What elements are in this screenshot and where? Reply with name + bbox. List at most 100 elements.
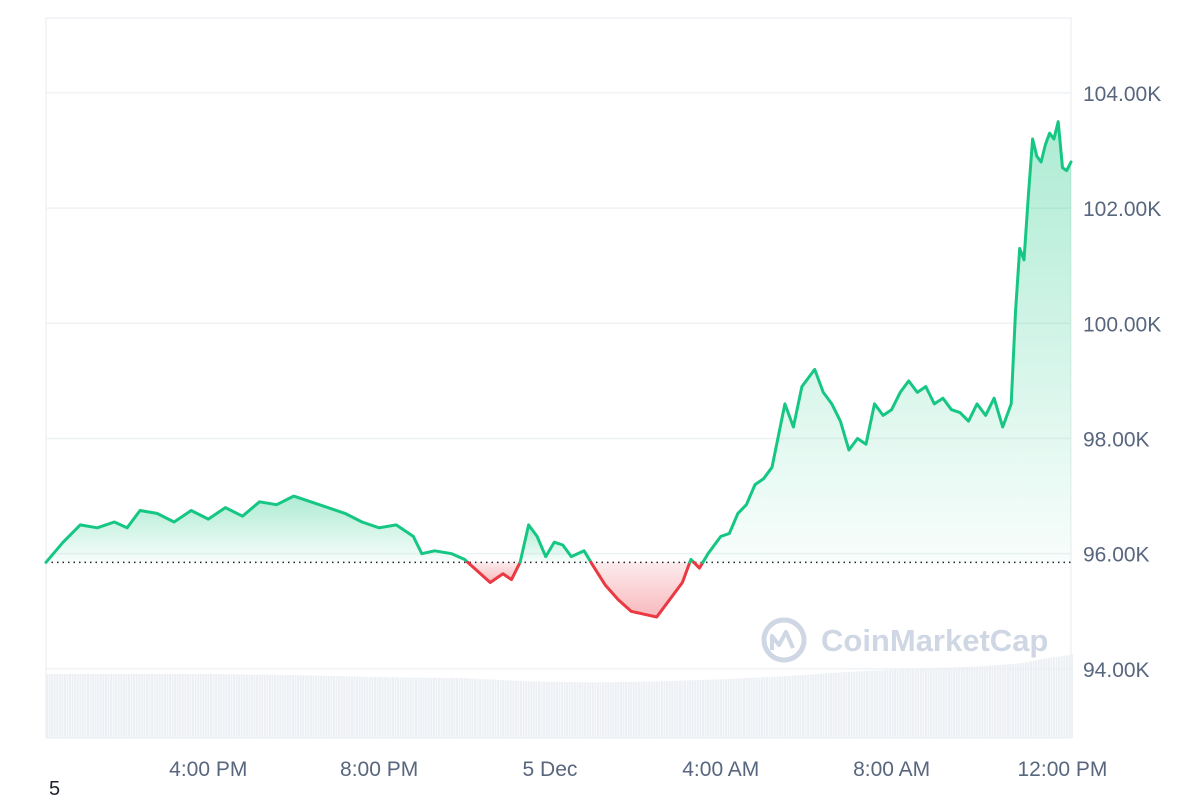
volume-bar — [1037, 659, 1040, 738]
volume-bar — [415, 677, 417, 738]
y-axis-ticks: 94.00K 96.00K 98.00K 100.00K 102.00K 104.00K — [1083, 83, 1161, 682]
volume-bar — [801, 674, 804, 738]
volume-bar — [617, 682, 620, 738]
volume-bar — [481, 679, 484, 738]
volume-bar — [468, 678, 471, 738]
volume-bar — [707, 679, 710, 738]
volume-bar — [953, 667, 956, 738]
volume-bar — [327, 675, 330, 738]
volume-bar — [971, 666, 974, 738]
volume-bar — [645, 681, 648, 738]
volume-bar — [965, 666, 968, 738]
volume-bar — [648, 681, 651, 738]
volume-bar — [181, 673, 184, 738]
x-tick-label: 5 Dec — [523, 758, 578, 781]
volume-bar — [755, 677, 758, 738]
volume-bar — [955, 667, 958, 738]
volume-bar — [69, 673, 72, 738]
volume-bar — [1071, 654, 1073, 738]
volume-bar — [714, 679, 717, 738]
volume-bar — [819, 673, 822, 738]
volume-bar — [225, 674, 228, 738]
volume-bar — [832, 672, 835, 738]
volume-bar — [735, 678, 738, 738]
volume-bar — [768, 676, 771, 738]
volume-bar — [740, 678, 743, 738]
volume-bar — [563, 681, 566, 738]
volume-bar — [760, 677, 763, 738]
y-tick-label: 102.00K — [1083, 198, 1161, 221]
volume-bar — [145, 673, 148, 738]
volume-bar — [594, 682, 597, 738]
volume-bar — [538, 681, 540, 738]
volume-bar — [507, 680, 510, 738]
volume-bar — [666, 681, 669, 738]
volume-bar — [412, 677, 415, 738]
volume-bar — [901, 669, 904, 738]
volume-bar — [978, 666, 981, 738]
volume-bar — [453, 678, 456, 738]
volume-bar — [912, 668, 915, 738]
volume-bar — [325, 675, 328, 738]
volume-bar — [924, 668, 927, 738]
volume-bar — [1065, 655, 1068, 738]
volume-bar — [855, 671, 858, 738]
volume-bar — [963, 666, 966, 738]
volume-bar — [266, 674, 269, 738]
volume-bar — [153, 673, 156, 738]
volume-bar — [983, 665, 986, 738]
volume-bar — [463, 678, 466, 738]
volume-bar — [607, 682, 610, 738]
volume-bar — [140, 673, 143, 738]
volume-bar — [497, 679, 499, 738]
volume-bar — [573, 682, 576, 738]
volume-bar — [917, 668, 920, 738]
volume-bar — [94, 673, 97, 738]
volume-bar — [737, 678, 740, 738]
volume-bar — [699, 679, 702, 738]
volume-bar — [143, 673, 146, 738]
volume-bar — [753, 677, 756, 738]
volume-bar — [842, 672, 845, 738]
volume-bar — [850, 671, 853, 738]
volume-bar — [1060, 656, 1063, 738]
volume-bar — [579, 682, 581, 738]
volume-bar — [320, 675, 323, 738]
volume-bar — [48, 673, 51, 738]
price-area-down — [591, 562, 690, 617]
volume-bar — [1019, 663, 1022, 738]
volume-bar — [279, 674, 282, 738]
volume-bar — [389, 677, 392, 738]
volume-bar — [653, 681, 656, 738]
volume-bar — [184, 673, 187, 738]
volume-bar — [381, 677, 384, 738]
volume-bar — [712, 679, 715, 738]
volume-bar — [520, 680, 523, 738]
volume-bar — [171, 673, 174, 738]
volume-bar — [204, 673, 207, 738]
volume-bar — [1024, 662, 1027, 738]
volume-bar — [527, 681, 530, 738]
volume-bar — [161, 673, 164, 738]
volume-bar — [374, 676, 376, 738]
volume-bar — [330, 675, 333, 738]
volume-bar — [876, 670, 879, 738]
price-line-up — [44, 494, 470, 564]
volume-bar — [240, 674, 243, 738]
volume-bar — [138, 673, 141, 738]
x-tick-label: 4:00 AM — [682, 758, 759, 781]
volume-bar — [863, 671, 866, 738]
volume-bar — [340, 676, 343, 738]
volume-bar — [919, 668, 922, 738]
volume-bar — [663, 681, 666, 738]
volume-bar — [873, 670, 876, 738]
volume-bar — [99, 673, 102, 738]
volume-bar — [479, 678, 482, 738]
volume-bar — [102, 673, 105, 738]
price-line-down — [692, 560, 705, 570]
volume-bar — [625, 681, 628, 738]
volume-bar — [914, 668, 917, 738]
volume-bar — [476, 678, 479, 738]
volume-bar — [197, 673, 200, 738]
volume-bar — [407, 677, 410, 738]
